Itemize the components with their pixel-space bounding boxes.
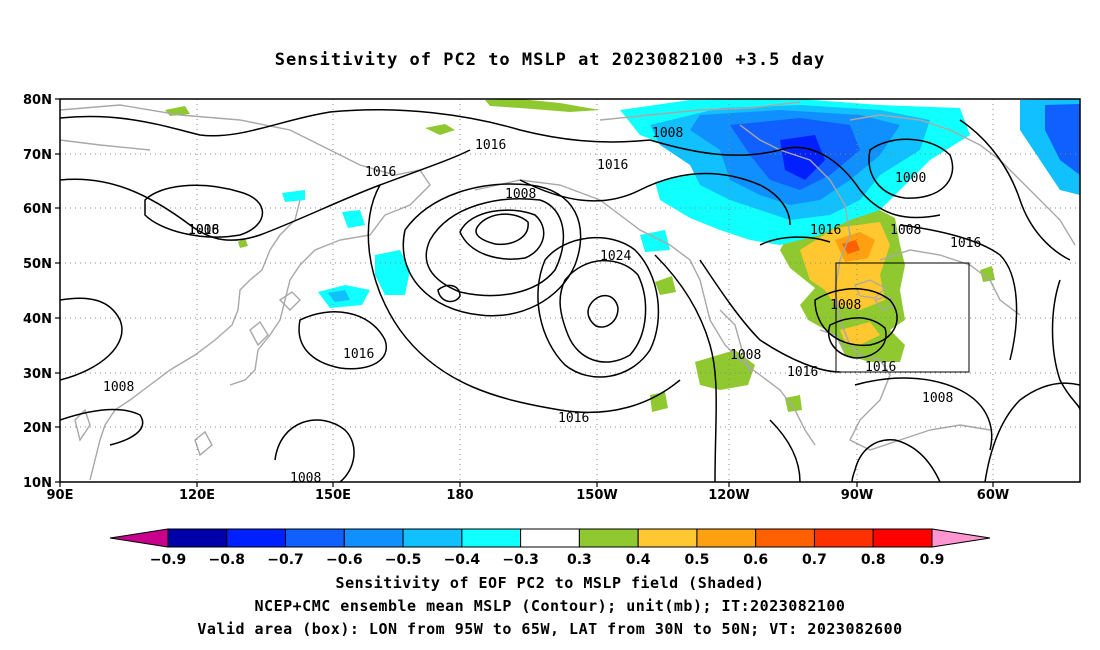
lon-tick-label: 120E	[179, 488, 215, 503]
contour-label: 1008	[103, 380, 134, 395]
great-lakes	[854, 279, 896, 311]
contour-label: 1016	[188, 223, 219, 238]
tick-marks	[55, 98, 994, 487]
colorbar-swatch	[226, 528, 287, 548]
lat-tick-label: 40N	[23, 312, 52, 327]
lat-tick-label: 70N	[23, 148, 52, 163]
contour-label: 1016	[475, 138, 506, 153]
contour-label: 1016	[365, 165, 396, 180]
colorbar-high-end-triangle	[931, 528, 991, 548]
contour-label: 1008	[505, 187, 536, 202]
negative-sensitivity-shading	[282, 99, 1080, 308]
contour-labels: 1016 1008 1016 1016 1016 1008 1016 1024 …	[103, 126, 981, 486]
map-frame	[59, 98, 1081, 483]
lon-tick-label: 90W	[841, 488, 873, 503]
lat-tick-label: 60N	[23, 202, 52, 217]
colorbar-level-label: 0.3	[567, 552, 592, 568]
colorbar-level-label: 0.8	[861, 552, 886, 568]
colorbar-swatch	[696, 528, 757, 548]
valid-area-box	[835, 262, 970, 373]
colorbar-level-label: 0.4	[626, 552, 651, 568]
colorbar-swatch	[637, 528, 698, 548]
colorbar: −0.9 −0.8 −0.7 −0.6 −0.5 −0.4 −0.3 0.3 0.4 0.5 0.6…	[109, 528, 991, 568]
lat-tick-label: 50N	[23, 257, 52, 272]
lon-tick-label: 150W	[576, 488, 617, 503]
positive-sensitivity-shading	[165, 99, 995, 412]
caption-line-2: NCEP+CMC ensemble mean MSLP (Contour); u…	[254, 597, 846, 615]
colorbar-swatch	[167, 528, 228, 548]
map-title: Sensitivity of PC2 to MSLP at 2023082100…	[274, 50, 826, 70]
contour-label: 1016	[950, 236, 981, 251]
coastlines	[60, 101, 1076, 481]
contour-label: 1016	[558, 411, 589, 426]
colorbar-level-label: −0.4	[444, 552, 481, 568]
contour-label: 1008	[652, 126, 683, 141]
contour-label: 1000	[895, 171, 926, 186]
contour-label: 1008	[830, 298, 861, 313]
lon-tick-label: 60W	[977, 488, 1009, 503]
colorbar-level-label: 0.6	[743, 552, 768, 568]
contour-label: 1016	[343, 347, 374, 362]
colorbar-swatch	[755, 528, 815, 548]
lat-tick-label: 20N	[23, 421, 52, 436]
colorbar-level-label: −0.9	[150, 552, 187, 568]
caption-line-3: Valid area (box): LON from 95W to 65W, L…	[197, 620, 903, 638]
contour-label: 1016	[810, 223, 841, 238]
lon-tick-label: 120W	[708, 488, 749, 503]
contour-label: 1008	[730, 348, 761, 363]
lon-tick-label: 180	[446, 488, 473, 503]
lat-tick-label: 80N	[23, 93, 52, 108]
lat-tick-label: 30N	[23, 367, 52, 382]
colorbar-level-label: 0.9	[920, 552, 945, 568]
map-area: 1016 1008 1016 1016 1016 1008 1016 1024 …	[60, 99, 1080, 486]
contour-label: 1016	[597, 158, 628, 173]
colorbar-level-label: −0.5	[385, 552, 422, 568]
caption-line-1: Sensitivity of EOF PC2 to MSLP field (Sh…	[335, 574, 765, 592]
colorbar-level-label: 0.7	[802, 552, 827, 568]
gridlines	[60, 99, 1080, 482]
contour-label: 1024	[600, 249, 631, 264]
colorbar-swatch	[578, 528, 639, 548]
lon-tick-label: 150E	[315, 488, 351, 503]
colorbar-swatch	[461, 528, 522, 548]
colorbar-level-label: 0.5	[685, 552, 710, 568]
colorbar-low-end-triangle	[109, 528, 169, 548]
colorbar-swatch	[872, 528, 933, 548]
colorbar-level-label: −0.3	[502, 552, 539, 568]
lat-tick-labels: 80N 70N 60N 50N 40N 30N 20N 10N	[23, 93, 52, 491]
colorbar-swatch	[402, 528, 463, 548]
colorbar-level-label: −0.6	[326, 552, 363, 568]
colorbar-swatch	[285, 528, 345, 548]
colorbar-level-label: −0.8	[209, 552, 246, 568]
contour-label: 1008	[890, 223, 921, 238]
contour-label: 1008	[290, 471, 321, 486]
contour-label: 1008	[188, 223, 219, 238]
colorbar-level-label: −0.7	[267, 552, 304, 568]
contour-label: 1016	[787, 365, 818, 380]
mslp-contours	[60, 108, 1080, 482]
contour-label: 1008	[922, 391, 953, 406]
colorbar-swatch	[343, 528, 404, 548]
colorbar-swatch	[520, 528, 580, 548]
colorbar-swatch	[813, 528, 874, 548]
lon-tick-labels: 90E 120E 150E 180 150W 120W 90W 60W	[47, 488, 1010, 503]
lon-tick-label: 90E	[47, 488, 74, 503]
lat-tick-label: 10N	[23, 476, 52, 491]
contour-label: 1016	[865, 360, 896, 375]
